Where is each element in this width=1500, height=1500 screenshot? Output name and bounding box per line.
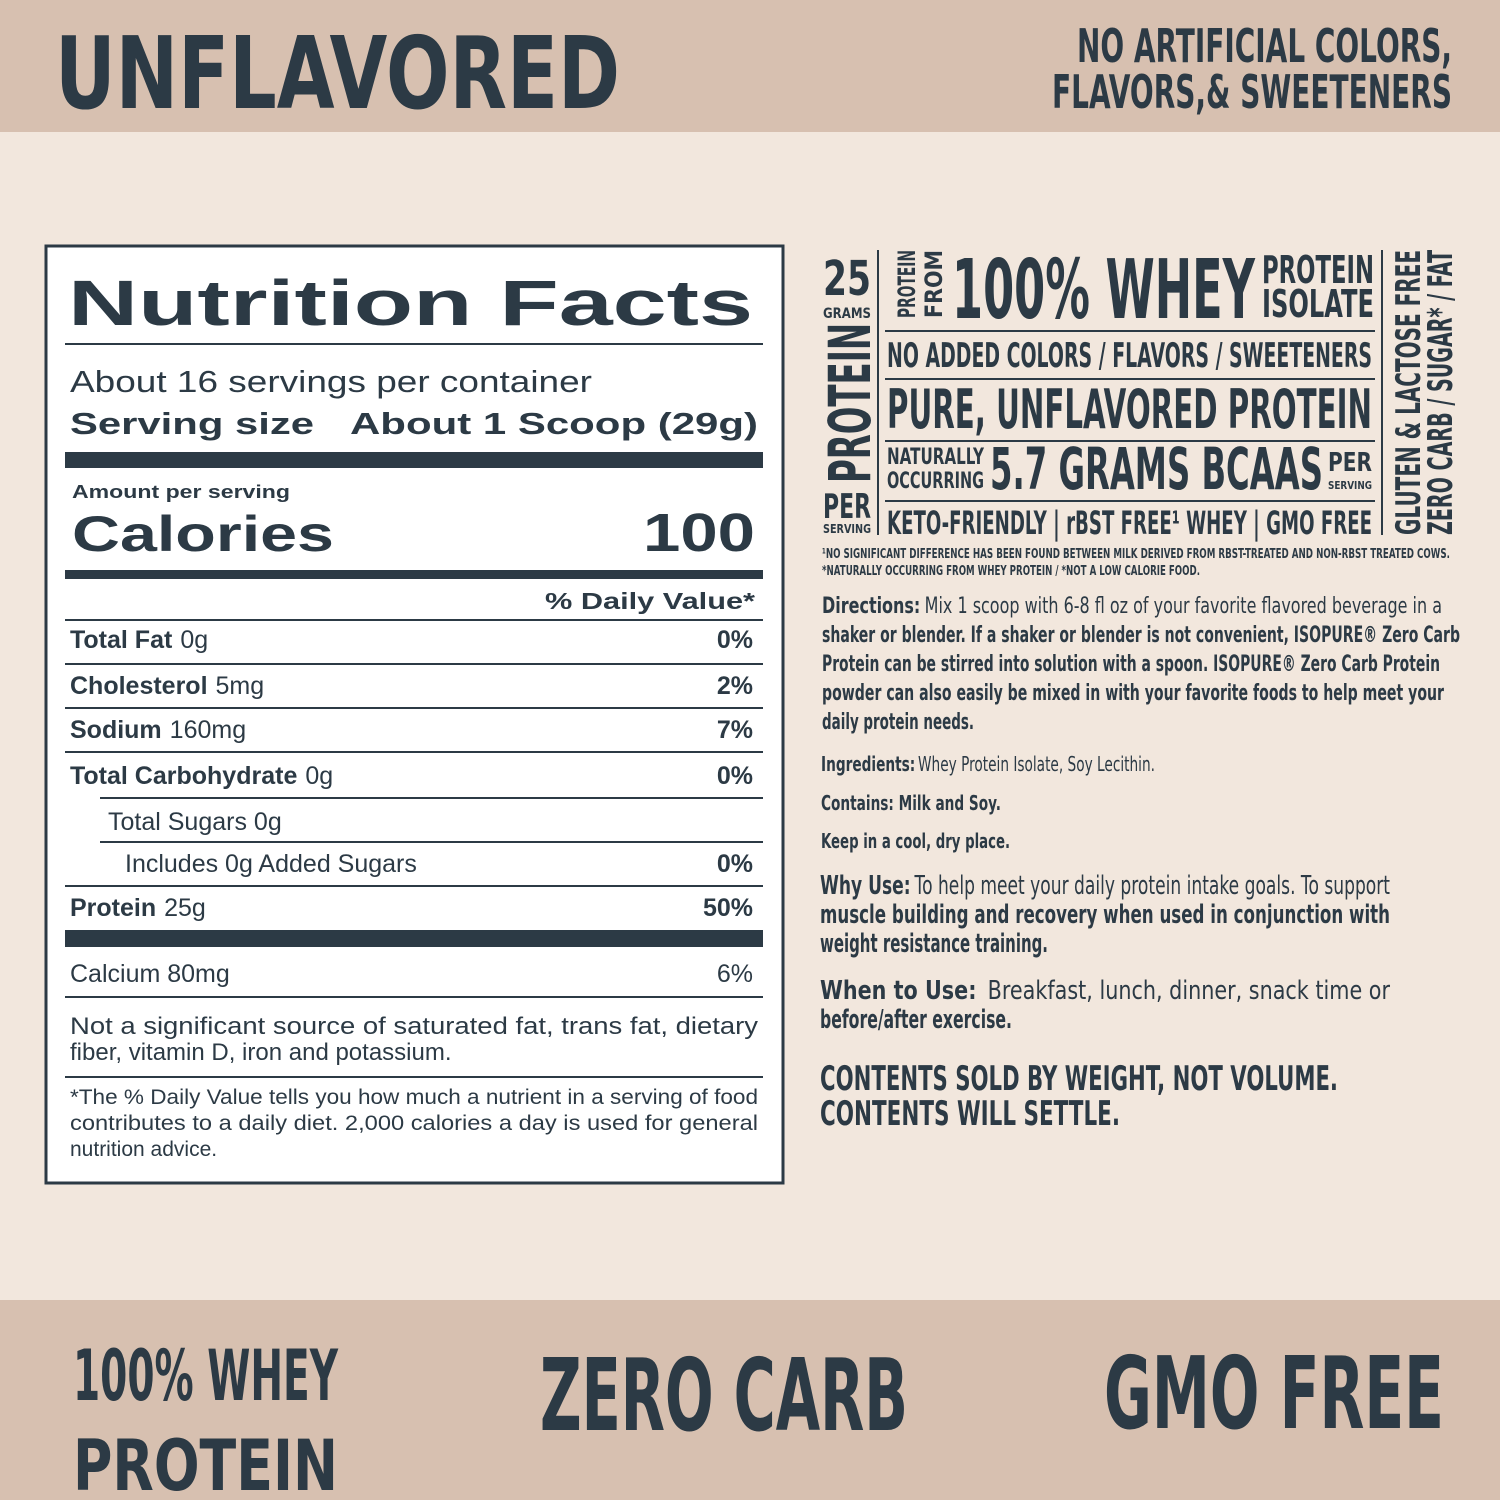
badge-small: SERVING: [823, 522, 871, 536]
badge-side: GLUTEN & LACTOSE FREE: [1389, 250, 1429, 535]
footer-claim: ZERO CARB: [540, 1337, 908, 1454]
badge-whey: 100% WHEY: [952, 243, 1256, 338]
flavor-title: UNFLAVORED: [55, 15, 620, 132]
when-use-line: When to Use: Breakfast, lunch, dinner, sn…: [820, 976, 1390, 1006]
storage: Keep in a cool, dry place.: [821, 829, 1010, 853]
daily-value: 0%: [717, 626, 753, 654]
value: 5mg: [216, 672, 265, 700]
daily-value: 50%: [703, 894, 753, 922]
value: Breakfast, lunch, dinner, snack time or: [988, 976, 1391, 1006]
badge-protein: PROTEIN: [816, 323, 884, 483]
thick-bar: [65, 930, 763, 947]
contents-note: CONTENTS SOLD BY WEIGHT, NOT VOLUME.: [820, 1059, 1338, 1099]
value: Whey Protein Isolate, Soy Lecithin.: [918, 752, 1155, 776]
calories-label: Calories: [72, 506, 334, 562]
badge-isolate: ISOLATE: [1262, 282, 1374, 326]
badge-small: PROTEIN: [893, 250, 921, 318]
why-use-line: weight resistance training.: [820, 929, 1048, 959]
value: Mix 1 scoop with 6-8 fl oz of your favor…: [925, 594, 1442, 619]
directions-line: Protein can be stirred into solution wit…: [822, 652, 1440, 677]
nf-title: Nutrition Facts: [68, 267, 753, 339]
directions-line: Directions:Mix 1 scoop with 6-8 fl oz of…: [822, 594, 1442, 619]
daily-value: 0%: [717, 850, 753, 878]
value: 0g: [305, 762, 333, 790]
badge-small: FROM: [920, 250, 948, 318]
footnote-line: *The % Daily Value tells you how much a …: [70, 1086, 758, 1109]
nutrition-box: [44, 244, 785, 1185]
when-use-line: before/after exercise.: [820, 1005, 1012, 1035]
note-line: Not a significant source of saturated fa…: [70, 1013, 758, 1040]
calcium: Calcium 80mg: [70, 960, 230, 988]
label: Total Fat: [70, 626, 173, 654]
serving-size-label: Serving size: [70, 406, 314, 441]
why-use-line: muscle building and recovery when used i…: [820, 900, 1390, 930]
directions-line: daily protein needs.: [822, 710, 974, 735]
daily-value: 7%: [717, 716, 753, 744]
calories-value: 100: [643, 503, 755, 563]
badge-line: NO ADDED COLORS / FLAVORS / SWEETENERS: [887, 336, 1372, 376]
label: Ingredients:: [821, 752, 915, 776]
badge-footnote: *NATURALLY OCCURRING FROM WHEY PROTEIN /…: [822, 564, 1200, 579]
value: 160mg: [170, 716, 246, 744]
label: Protein: [70, 894, 156, 922]
servings: About 16 servings per container: [70, 364, 592, 399]
badge-small: NATURALLY: [887, 445, 985, 470]
nutrient-row: Protein 25g: [70, 894, 206, 922]
badge-line: PURE, UNFLAVORED PROTEIN: [887, 378, 1372, 441]
label: Sodium: [70, 716, 162, 744]
badge-per: PER: [823, 487, 871, 527]
serving-size: About 1 Scoop (29g): [350, 406, 758, 441]
badge-isolate: PROTEIN: [1262, 248, 1374, 292]
value: 0g: [180, 626, 208, 654]
medium-bar: [65, 570, 763, 579]
claim-line: NO ARTIFICIAL COLORS,: [1077, 19, 1452, 73]
daily-value: 2%: [717, 672, 753, 700]
badge-small: GRAMS: [823, 306, 871, 322]
label: Why Use:: [820, 871, 911, 901]
contains: Contains: Milk and Soy.: [821, 791, 1001, 815]
badge-small: SERVING: [1328, 479, 1372, 492]
footnote-line: nutrition advice.: [70, 1138, 217, 1161]
nutrient-row: Sodium 160mg: [70, 716, 246, 744]
badge-bcaas: 5.7 GRAMS BCAAS: [990, 435, 1323, 503]
label: When to Use:: [820, 976, 976, 1006]
label: Directions:: [822, 594, 920, 619]
daily-value: 0%: [717, 762, 753, 790]
badge-footnote: ¹NO SIGNIFICANT DIFFERENCE HAS BEEN FOUN…: [822, 547, 1450, 562]
value: 25g: [164, 894, 206, 922]
contents-note: CONTENTS WILL SETTLE.: [820, 1094, 1120, 1134]
nutrient-row: Includes 0g Added Sugars: [125, 850, 417, 878]
ingredients: Ingredients:Whey Protein Isolate, Soy Le…: [821, 752, 1155, 776]
nutrient-row: Total Fat 0g: [70, 626, 208, 654]
directions-line: powder can also easily be mixed in with …: [822, 681, 1444, 706]
badge-line: KETO-FRIENDLY | rBST FREE¹ WHEY | GMO FR…: [887, 504, 1372, 543]
daily-value: 6%: [717, 960, 753, 988]
footer-claim: PROTEIN: [73, 1425, 338, 1500]
label: Total Carbohydrate: [70, 762, 297, 790]
badge-side: ZERO CARB / SUGAR* / FAT: [1421, 250, 1461, 535]
directions-line: shaker or blender. If a shaker or blende…: [822, 623, 1460, 648]
thick-bar: [65, 452, 763, 468]
nutrient-row: Total Carbohydrate 0g: [70, 762, 333, 790]
claim-line: FLAVORS,& SWEETENERS: [1052, 65, 1452, 119]
why-use-line: Why Use:To help meet your daily protein …: [820, 871, 1390, 901]
footer-band: [0, 1300, 1500, 1500]
footer-claim: GMO FREE: [1104, 1335, 1444, 1452]
nutrient-row: Cholesterol 5mg: [70, 672, 264, 700]
value: To help meet your daily protein intake g…: [914, 871, 1390, 901]
nutrient-row: Total Sugars 0g: [108, 808, 282, 836]
label: Cholesterol: [70, 672, 208, 700]
badge-grams: 25: [823, 251, 871, 307]
badge-small: OCCURRING: [887, 469, 984, 494]
footer-claim: 100% WHEY: [73, 1335, 339, 1417]
footnote-line: contributes to a daily diet. 2,000 calor…: [70, 1112, 758, 1135]
header-band: [0, 0, 1500, 132]
amount-per-serving: Amount per serving: [72, 482, 290, 502]
badge-small: PER: [1328, 448, 1372, 478]
note-line: fiber, vitamin D, iron and potassium.: [70, 1039, 452, 1066]
dv-header: % Daily Value*: [545, 588, 755, 614]
